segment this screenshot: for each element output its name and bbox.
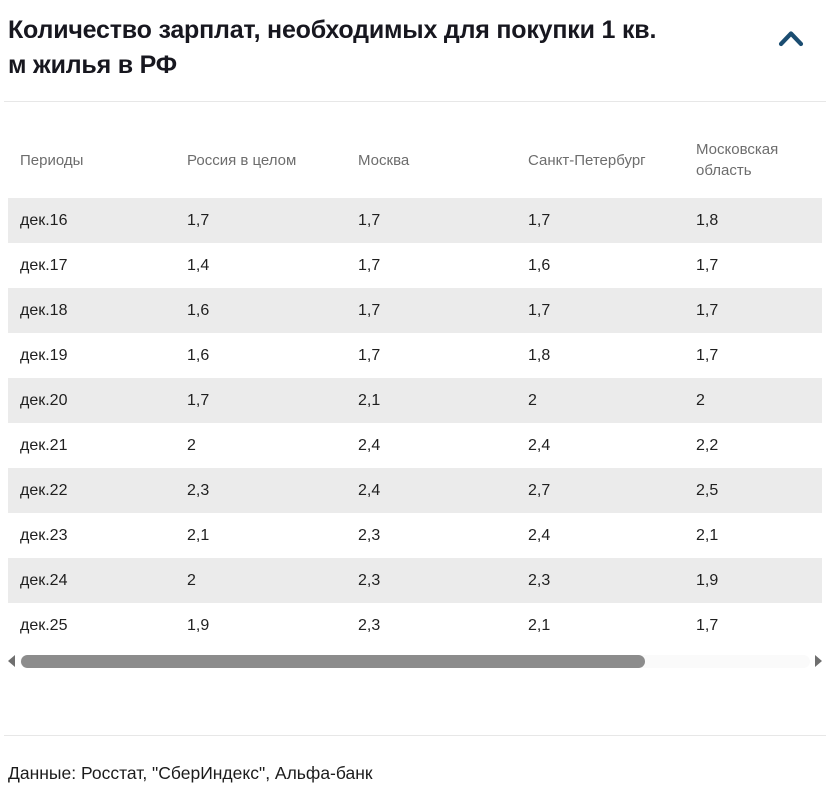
value-cell: 1,7	[175, 378, 346, 423]
table-row: дек.25 1,9 2,3 2,1 1,7	[8, 603, 822, 648]
period-cell: дек.21	[20, 436, 68, 454]
table-row: дек.20 1,7 2,1 2 2	[8, 378, 822, 423]
value-cell: 1,7	[346, 288, 516, 333]
scroll-left-arrow-icon[interactable]	[8, 655, 15, 667]
value-cell: 1,9	[684, 558, 822, 603]
table-row: дек.23 2,1 2,3 2,4 2,1	[8, 513, 822, 558]
value-cell: 2,3	[175, 468, 346, 513]
value-cell: 1,7	[516, 198, 684, 243]
table-row: дек.21 2 2,4 2,4 2,2	[8, 423, 822, 468]
value-cell: 2,2	[696, 436, 719, 454]
data-source: Данные: Росстат, "СберИндекс", Альфа-бан…	[8, 763, 373, 783]
chevron-up-icon	[778, 31, 804, 47]
value-cell: 2,5	[684, 468, 822, 513]
value-cell: 1,7	[358, 256, 381, 274]
period-cell: дек.19	[20, 346, 68, 364]
value-cell: 1,4	[187, 256, 210, 274]
horizontal-scrollbar[interactable]	[8, 653, 822, 669]
table-row: дек.17 1,4 1,7 1,6 1,7	[8, 243, 822, 288]
value-cell: 1,8	[528, 346, 551, 364]
value-cell: 2,4	[358, 436, 381, 454]
value-cell: 1,7	[346, 198, 516, 243]
value-cell: 2,4	[528, 526, 551, 544]
value-cell: 2,1	[696, 526, 719, 544]
title-line-2: м жилья в РФ	[8, 51, 177, 79]
value-cell: 1,7	[696, 256, 719, 274]
value-cell: 2,3	[358, 616, 381, 634]
period-cell: дек.18	[8, 288, 175, 333]
value-cell: 2,1	[346, 378, 516, 423]
salary-table: Периоды Россия в целом Москва Санкт-Пете…	[8, 102, 822, 648]
value-cell: 1,7	[696, 616, 719, 634]
value-cell: 1,8	[684, 198, 822, 243]
value-cell: 2	[516, 378, 684, 423]
value-cell: 2	[187, 436, 196, 454]
value-cell: 2,4	[528, 436, 551, 454]
value-cell: 1,6	[187, 346, 210, 364]
value-cell: 2,3	[516, 558, 684, 603]
period-cell: дек.22	[8, 468, 175, 513]
value-cell: 1,7	[684, 288, 822, 333]
scroll-right-arrow-icon[interactable]	[815, 655, 822, 667]
table-row: дек.16 1,7 1,7 1,7 1,8	[8, 198, 822, 243]
value-cell: 2,1	[187, 526, 210, 544]
table-row: дек.18 1,6 1,7 1,7 1,7	[8, 288, 822, 333]
period-cell: дек.16	[8, 198, 175, 243]
column-header-russia: Россия в целом	[187, 151, 297, 169]
table-row: дек.22 2,3 2,4 2,7 2,5	[8, 468, 822, 513]
value-cell: 2	[684, 378, 822, 423]
widget-header: Количество зарплат, необходимых для поку…	[0, 0, 830, 83]
column-header-moscow-region: Московская область	[696, 141, 779, 179]
value-cell: 2,1	[528, 616, 551, 634]
table-row: дек.24 2 2,3 2,3 1,9	[8, 558, 822, 603]
value-cell: 1,9	[187, 616, 210, 634]
footer-divider	[4, 735, 826, 736]
title-divider	[4, 101, 826, 102]
value-cell: 2,3	[346, 558, 516, 603]
value-cell: 2	[175, 558, 346, 603]
value-cell: 1,7	[175, 198, 346, 243]
value-cell: 2,4	[346, 468, 516, 513]
period-cell: дек.24	[8, 558, 175, 603]
period-cell: дек.25	[20, 616, 68, 634]
column-header-spb: Санкт-Петербург	[528, 151, 646, 169]
table-header-row: Периоды Россия в целом Москва Санкт-Пете…	[8, 102, 822, 198]
table-row: дек.19 1,6 1,7 1,8 1,7	[8, 333, 822, 378]
title-line-1: Количество зарплат, необходимых для поку…	[8, 16, 657, 44]
column-header-periods: Периоды	[20, 151, 84, 169]
period-cell: дек.20	[8, 378, 175, 423]
scrollbar-track[interactable]	[20, 654, 810, 668]
value-cell: 2,7	[516, 468, 684, 513]
value-cell: 2,3	[358, 526, 381, 544]
widget-title: Количество зарплат, необходимых для поку…	[8, 13, 656, 83]
collapse-button[interactable]	[774, 25, 808, 51]
value-cell: 1,6	[175, 288, 346, 333]
period-cell: дек.23	[20, 526, 68, 544]
value-cell: 1,7	[696, 346, 719, 364]
value-cell: 1,7	[516, 288, 684, 333]
period-cell: дек.17	[20, 256, 68, 274]
column-header-moscow: Москва	[358, 151, 410, 169]
value-cell: 1,6	[528, 256, 551, 274]
scrollbar-thumb[interactable]	[21, 654, 646, 668]
value-cell: 1,7	[358, 346, 381, 364]
